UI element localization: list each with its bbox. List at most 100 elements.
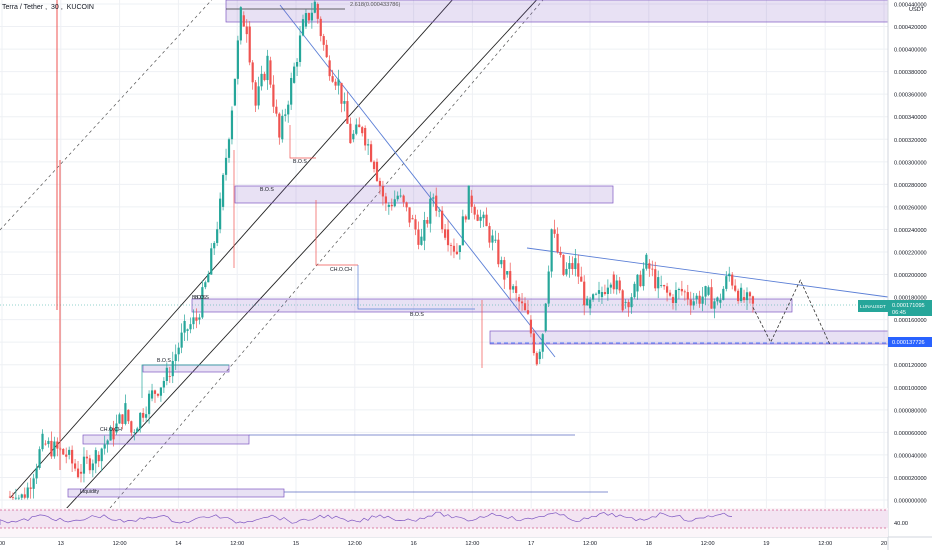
candle (71, 445, 74, 472)
bos-label: B.O.S (157, 358, 171, 364)
candle (683, 289, 686, 301)
candle (671, 294, 675, 310)
candle (597, 281, 601, 302)
candle-body (207, 273, 210, 283)
candle (372, 160, 376, 173)
choch-supply-zone (234, 185, 614, 204)
candle (337, 69, 340, 95)
candle (183, 314, 186, 342)
candle-body (417, 229, 420, 245)
candle-body (683, 291, 686, 293)
candle-body (594, 293, 598, 295)
candle (722, 286, 725, 301)
candle-body (248, 26, 251, 63)
chart-title: Terra / Tether, 30, KUCOIN (2, 4, 94, 11)
time-tick-label: 12:00 (230, 541, 244, 547)
candle (476, 209, 479, 222)
candle-body (405, 202, 408, 208)
candle (109, 425, 112, 441)
candle-body (145, 414, 148, 418)
candle (577, 254, 580, 285)
last-price-badge (888, 300, 932, 316)
choch-demand-zone (82, 434, 250, 445)
candle-body (473, 206, 476, 215)
candle (606, 279, 609, 301)
drawing-tools-layer[interactable] (0, 0, 888, 510)
candle (485, 207, 488, 227)
candle (716, 296, 719, 305)
candle-body (251, 62, 254, 83)
time-tick-label: 12:00 (348, 541, 362, 547)
candle-body (408, 207, 411, 223)
candle-body (293, 66, 296, 83)
candle-body (515, 286, 518, 293)
candle (136, 426, 139, 433)
candle (544, 302, 547, 333)
candle (408, 207, 411, 228)
candle-body (751, 296, 755, 304)
candle (230, 106, 234, 145)
price-tick-label: 0.000200000 (894, 273, 927, 279)
candle-body (100, 448, 103, 462)
candle (50, 431, 53, 459)
channel-line-lower (66, 0, 538, 508)
candle-body (68, 449, 71, 455)
candle (751, 295, 755, 313)
candle (79, 464, 83, 483)
candle-body (701, 296, 704, 304)
target-zone (489, 330, 888, 345)
candle-body (734, 285, 737, 291)
candle (500, 256, 503, 269)
candle-body (142, 412, 145, 418)
candle-body (136, 428, 139, 433)
interval-label: 30 (51, 4, 59, 11)
candle-body (372, 161, 376, 170)
candle (17, 494, 20, 500)
candle (654, 261, 657, 292)
candle (600, 286, 604, 304)
candle-body (304, 13, 308, 27)
candle (517, 294, 521, 310)
candle (426, 216, 429, 228)
candle-body (82, 456, 86, 474)
candlestick-series (8, 0, 755, 500)
candle-body (541, 334, 544, 352)
candle (201, 280, 204, 320)
candle (574, 248, 577, 277)
liquidity-label: Liquidity (80, 489, 99, 495)
candle-body (639, 274, 642, 287)
indicator-pane: 40.00 (0, 508, 908, 537)
price-axis[interactable]: 0.000440000 0.000420000 0.000400000 0.00038… (887, 0, 927, 550)
liquidity-zone (67, 488, 285, 498)
candle (473, 204, 476, 220)
time-tick-label: 00 (0, 541, 5, 547)
candle-body (29, 487, 32, 489)
candle-body (349, 123, 352, 144)
candle (278, 112, 281, 145)
time-tick-label: 13 (58, 541, 64, 547)
candle (293, 62, 296, 84)
candle-body (586, 298, 589, 306)
candle (224, 148, 228, 181)
candle (221, 173, 225, 211)
candle (298, 26, 302, 67)
candle-body (375, 161, 379, 181)
candle (663, 284, 666, 290)
candle (512, 284, 515, 294)
last-price-value: 0.000171095 (892, 303, 925, 309)
candle (295, 58, 299, 76)
candle (745, 287, 749, 311)
time-tick-label: 19 (763, 541, 769, 547)
candle-body (449, 245, 453, 246)
candle-body (201, 287, 204, 318)
candle-body (153, 390, 157, 394)
candle (589, 296, 592, 316)
candle (660, 275, 663, 288)
candle-body (239, 7, 242, 41)
candle (452, 238, 456, 259)
candle (26, 482, 29, 500)
candle (698, 290, 701, 308)
candle (165, 362, 168, 386)
candle-body (216, 229, 219, 243)
